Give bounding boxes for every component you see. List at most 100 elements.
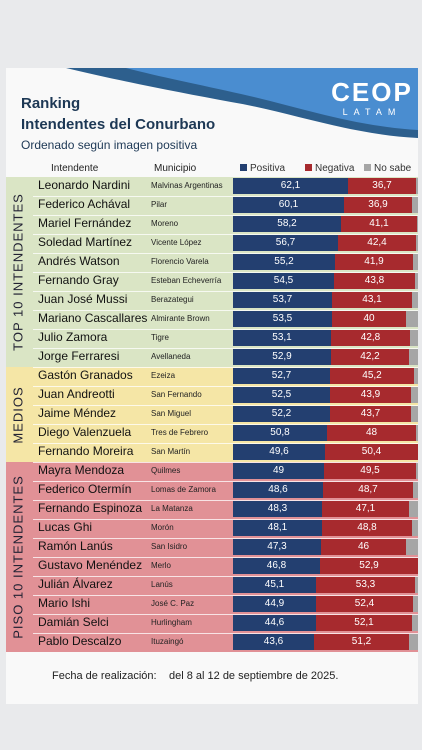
bar-negativa: 53,3 [316, 577, 415, 593]
bar-negativa: 36,7 [348, 178, 416, 194]
row-separator [33, 557, 418, 558]
table-row: Julián Álvarez Lanús 45,1 53,3 [33, 576, 418, 594]
group-label: TOP 10 INTENDENTES [10, 193, 26, 351]
bar-negativa: 43,1 [332, 292, 412, 308]
legend-positiva: Positiva [240, 163, 285, 174]
stacked-bar: 50,8 48 [233, 425, 418, 441]
table-row: Mariano Cascallares Almirante Brown 53,5 40 [33, 310, 418, 328]
stacked-bar: 52,2 43,7 [233, 406, 418, 422]
municipio-name: Merlo [151, 561, 172, 570]
stacked-bar: 44,6 52,1 [233, 615, 418, 631]
intendente-name: Ramón Lanús [38, 539, 113, 553]
bar-no-sabe [416, 178, 418, 194]
bar-negativa: 49,5 [324, 463, 416, 479]
bar-positiva: 55,2 [233, 254, 335, 270]
table-row: Ramón Lanús San Isidro 47,3 46 [33, 538, 418, 556]
bar-no-sabe [412, 520, 418, 536]
bar-negativa: 43,7 [330, 406, 411, 422]
column-header-intendente: Intendente [51, 163, 99, 174]
bar-no-sabe [416, 463, 418, 479]
intendente-name: Fernando Espinoza [38, 501, 143, 515]
bar-positiva: 44,9 [233, 596, 316, 612]
bar-negativa: 52,9 [320, 558, 418, 574]
intendente-name: Diego Valenzuela [38, 425, 132, 439]
bar-negativa: 42,2 [331, 349, 409, 365]
bar-no-sabe [409, 349, 418, 365]
intendente-name: Andrés Watson [38, 254, 120, 268]
table-row: Diego Valenzuela Tres de Febrero 50,8 48 [33, 424, 418, 442]
bar-positiva: 62,1 [233, 178, 348, 194]
bar-no-sabe [411, 387, 418, 403]
table-row: Damián Selci Hurlingham 44,6 52,1 [33, 614, 418, 632]
stacked-bar: 52,5 43,9 [233, 387, 418, 403]
intendente-name: Damián Selci [38, 615, 109, 629]
bar-negativa: 47,1 [322, 501, 409, 517]
bar-negativa: 40 [332, 311, 406, 327]
table-row: Andrés Watson Florencio Varela 55,2 41,9 [33, 253, 418, 271]
chart-title-line2: Intendentes del Conurbano [21, 116, 216, 133]
bar-positiva: 52,9 [233, 349, 331, 365]
footer-date: del 8 al 12 de septiembre de 2025. [169, 670, 339, 682]
bar-positiva: 48,6 [233, 482, 323, 498]
bar-positiva: 46,8 [233, 558, 320, 574]
municipio-name: Malvinas Argentinas [151, 181, 223, 190]
stacked-bar: 49,6 50,4 [233, 444, 418, 460]
group-label: MEDIOS [10, 385, 26, 444]
logo-sub: LATAM [342, 107, 402, 117]
ceop-logo: CEOP LATAM [331, 77, 413, 117]
bar-positiva: 60,1 [233, 197, 344, 213]
ranking-card: CEOP LATAM Ranking Intendentes del Conur… [6, 68, 418, 704]
intendente-name: Gustavo Menéndez [38, 558, 143, 572]
chart-subtitle: Ordenado según imagen positiva [21, 138, 198, 152]
row-separator [33, 405, 418, 406]
bar-positiva: 49,6 [233, 444, 325, 460]
row-separator [33, 443, 418, 444]
municipio-name: La Matanza [151, 504, 193, 513]
stacked-bar: 53,7 43,1 [233, 292, 418, 308]
row-separator [33, 215, 418, 216]
intendente-name: Juan Andreotti [38, 387, 115, 401]
header-wave [66, 68, 418, 138]
logo-main: CEOP [331, 77, 413, 107]
row-separator [33, 253, 418, 254]
stacked-bar: 47,3 46 [233, 539, 418, 555]
intendente-name: Jorge Ferraresi [38, 349, 120, 363]
table-row: Juan José Mussi Berazategui 53,7 43,1 [33, 291, 418, 309]
bar-positiva: 45,1 [233, 577, 316, 593]
bar-positiva: 52,5 [233, 387, 330, 403]
municipio-name: Vicente López [151, 238, 202, 247]
bar-positiva: 53,5 [233, 311, 332, 327]
stacked-bar: 53,1 42,8 [233, 330, 418, 346]
municipio-name: Quilmes [151, 466, 181, 475]
intendente-name: Mariel Fernández [38, 216, 132, 230]
row-separator [33, 196, 418, 197]
municipio-name: Berazategui [151, 295, 194, 304]
table-row: Gustavo Menéndez Merlo 46,8 52,9 [33, 557, 418, 575]
row-separator [33, 234, 418, 235]
bar-negativa: 43,9 [330, 387, 411, 403]
bar-positiva: 56,7 [233, 235, 338, 251]
row-separator [33, 272, 418, 273]
stacked-bar: 62,1 36,7 [233, 178, 418, 194]
bar-no-sabe [409, 501, 418, 517]
municipio-name: Hurlingham [151, 618, 192, 627]
stacked-bar: 56,7 42,4 [233, 235, 418, 251]
bar-no-sabe [410, 330, 418, 346]
row-separator [33, 595, 418, 596]
group-label: PISO 10 INTENDENTES [10, 475, 26, 639]
stacked-bar: 60,1 36,9 [233, 197, 418, 213]
intendente-name: Federico Otermín [38, 482, 132, 496]
bar-no-sabe [406, 539, 418, 555]
table-row: Lucas Ghi Morón 48,1 48,8 [33, 519, 418, 537]
bar-negativa: 43,8 [334, 273, 415, 289]
municipio-name: San Martín [151, 447, 191, 456]
bar-negativa: 36,9 [344, 197, 412, 213]
intendente-name: Mario Ishi [38, 596, 91, 610]
municipio-name: Ituzaingó [151, 637, 184, 646]
stacked-bar: 54,5 43,8 [233, 273, 418, 289]
row-separator [33, 291, 418, 292]
bar-positiva: 49 [233, 463, 324, 479]
intendente-name: Gastón Granados [38, 368, 133, 382]
bar-negativa: 48 [327, 425, 416, 441]
bar-positiva: 44,6 [233, 615, 316, 631]
